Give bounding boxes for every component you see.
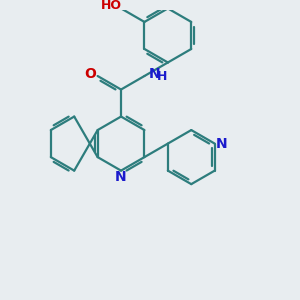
Text: N: N [216, 136, 227, 151]
Text: H: H [157, 70, 167, 83]
Text: N: N [148, 67, 160, 81]
Text: N: N [115, 170, 127, 184]
Text: O: O [84, 67, 96, 81]
Text: HO: HO [101, 0, 122, 12]
